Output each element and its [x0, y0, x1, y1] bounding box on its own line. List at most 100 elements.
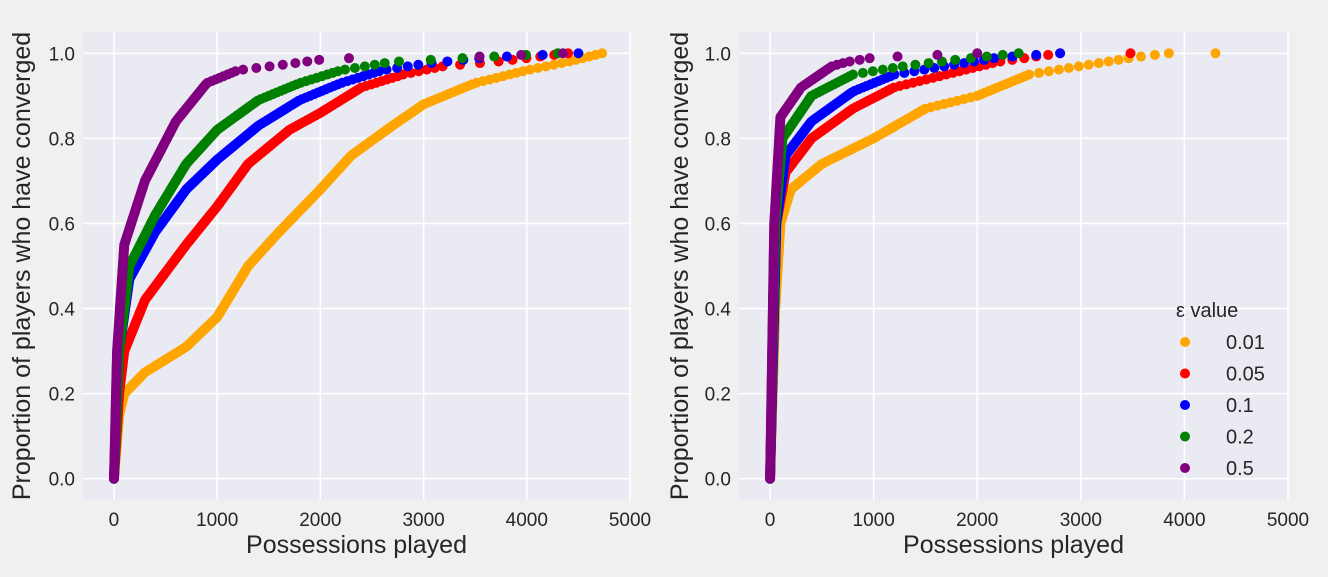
y-axis-label: Proportion of players who have converged — [666, 32, 694, 500]
data-point — [1055, 48, 1066, 59]
legend-marker — [1180, 463, 1190, 473]
data-point — [540, 61, 551, 72]
right-panel: 0 1000 2000 3000 4000 5000 0.0 0.2 0.4 0.6 0.8 1.0 P… — [666, 32, 1309, 559]
data-point — [887, 63, 898, 73]
data-point — [230, 66, 241, 77]
data-point — [1031, 49, 1042, 60]
x-tick-label: 2000 — [956, 510, 998, 531]
data-point — [302, 56, 313, 67]
x-tick-label: 1000 — [853, 510, 895, 531]
data-point — [290, 58, 301, 69]
data-point — [489, 51, 500, 62]
data-point — [393, 56, 404, 67]
series-0.5 — [765, 48, 983, 484]
data-point — [556, 58, 567, 69]
data-point — [379, 58, 390, 69]
legend-marker — [1180, 431, 1190, 442]
data-point — [238, 64, 249, 75]
x-axis-label: Possessions played — [903, 531, 1124, 559]
y-tick-label: 0.0 — [705, 470, 731, 491]
data-point — [1149, 49, 1160, 60]
data-point — [867, 66, 878, 77]
x-tick-label: 0 — [109, 510, 120, 531]
data-point — [1043, 49, 1054, 60]
data-point — [425, 54, 436, 65]
data-point — [857, 67, 868, 78]
data-point — [1073, 61, 1084, 72]
legend-entry: 0.2 — [1226, 427, 1254, 449]
y-axis-label: Proportion of players who have converged — [8, 32, 36, 500]
legend-entry: 0.05 — [1226, 364, 1265, 386]
data-point — [1163, 48, 1174, 59]
data-point — [1013, 48, 1024, 59]
data-point — [349, 63, 360, 73]
y-tick-label: 0.4 — [705, 300, 732, 321]
data-point — [1024, 69, 1035, 80]
x-tick-label: 3000 — [1060, 510, 1102, 531]
x-axis-label: Possessions played — [246, 531, 467, 559]
data-point — [1210, 48, 1221, 59]
data-point — [251, 63, 262, 73]
data-point — [532, 63, 543, 73]
data-point — [524, 64, 535, 75]
x-tick-label: 4000 — [506, 510, 548, 531]
x-tick-label: 1000 — [196, 510, 238, 531]
data-point — [854, 54, 865, 65]
y-tick-label: 0.4 — [49, 300, 76, 321]
data-point — [537, 49, 548, 60]
x-tick-label: 3000 — [402, 510, 444, 531]
data-point — [413, 59, 424, 70]
data-point — [597, 48, 608, 59]
data-point — [923, 58, 934, 69]
data-point — [981, 51, 992, 62]
plot-area — [739, 32, 1288, 500]
y-tick-label: 0.2 — [705, 385, 731, 406]
data-point — [892, 51, 903, 62]
data-point — [1103, 56, 1114, 67]
x-tick-label: 0 — [765, 510, 776, 531]
y-tick-label: 0.8 — [705, 129, 731, 150]
data-point — [877, 64, 888, 75]
left-panel: 0 1000 2000 3000 4000 5000 0.0 0.2 0.4 0.6 0.8 1.0 P… — [8, 32, 651, 559]
legend-marker — [1180, 400, 1190, 410]
data-point — [442, 56, 453, 67]
data-point — [314, 54, 325, 65]
data-point — [457, 53, 468, 64]
data-point — [932, 49, 943, 60]
data-point — [950, 54, 961, 65]
x-tick-label: 5000 — [1267, 510, 1309, 531]
data-point — [1083, 59, 1094, 70]
data-point — [339, 64, 350, 75]
legend-title: ε value — [1176, 300, 1238, 322]
data-point — [997, 49, 1008, 60]
data-point — [548, 59, 559, 70]
data-point — [402, 61, 413, 72]
y-tick-label: 0.6 — [49, 214, 75, 235]
y-tick-label: 1.0 — [705, 44, 731, 65]
legend-entry: 0.1 — [1226, 395, 1254, 417]
data-point — [343, 53, 354, 64]
data-point — [1135, 51, 1146, 62]
data-point — [277, 59, 288, 70]
data-point — [264, 61, 275, 72]
data-point — [369, 59, 380, 70]
data-point — [1053, 64, 1064, 75]
data-point — [557, 48, 568, 59]
data-point — [1033, 67, 1044, 78]
y-tick-label: 0.8 — [49, 129, 75, 150]
x-tick-label: 4000 — [1163, 510, 1205, 531]
y-tick-label: 0.2 — [49, 385, 75, 406]
data-point — [1093, 58, 1104, 69]
data-point — [1125, 48, 1136, 59]
data-point — [910, 59, 921, 70]
data-point — [359, 61, 370, 72]
x-tick-label: 5000 — [609, 510, 651, 531]
data-point — [864, 53, 875, 64]
data-point — [1113, 54, 1124, 65]
data-point — [474, 51, 485, 62]
y-tick-label: 0.0 — [49, 470, 75, 491]
y-tick-label: 0.6 — [705, 214, 731, 235]
series-0.5 — [108, 48, 568, 484]
data-point — [397, 69, 408, 80]
